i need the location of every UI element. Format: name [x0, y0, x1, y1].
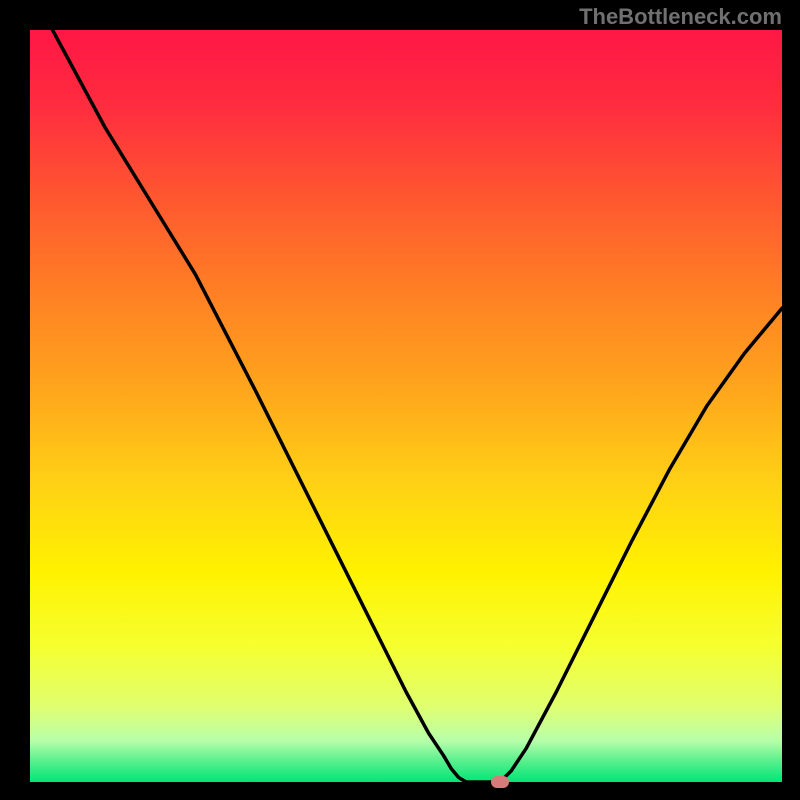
plot-area: [30, 30, 782, 782]
chart-container: TheBottleneck.com: [0, 0, 800, 800]
watermark-text: TheBottleneck.com: [579, 4, 782, 30]
bottleneck-curve: [53, 30, 782, 782]
bottleneck-point-marker: [491, 776, 509, 788]
curve-svg: [30, 30, 782, 782]
